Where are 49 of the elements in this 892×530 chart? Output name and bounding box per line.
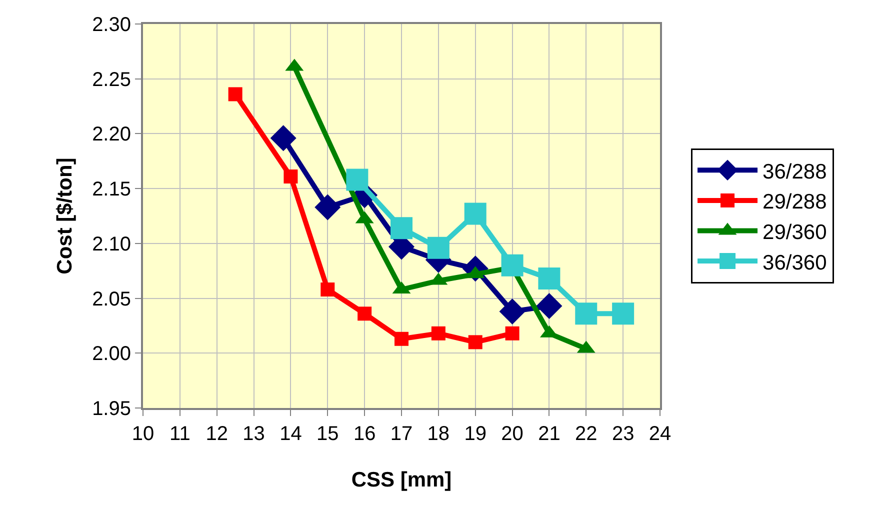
point <box>346 168 368 191</box>
y-tick-label: 1.95 <box>92 398 131 420</box>
legend-label: 36/360 <box>762 251 827 274</box>
x-tick-label: 22 <box>575 423 598 445</box>
y-axis-title: Cost [$/ton] <box>54 158 77 274</box>
y-tick-label: 2.25 <box>92 68 131 91</box>
point <box>501 254 524 276</box>
point <box>358 306 372 321</box>
point <box>284 170 298 184</box>
point <box>270 125 296 152</box>
point <box>431 326 446 340</box>
x-tick-label: 11 <box>170 423 190 445</box>
x-tick-label: 17 <box>390 423 413 445</box>
x-tick-label: 20 <box>501 423 524 445</box>
y-tick-label: 2.30 <box>92 14 131 36</box>
point <box>612 302 634 325</box>
point <box>499 298 526 324</box>
x-tick-label: 13 <box>242 423 265 445</box>
point <box>505 326 520 340</box>
x-tick-label: 21 <box>538 423 560 445</box>
y-tick-label: 2.00 <box>92 343 131 366</box>
y-tick-label: 2.10 <box>92 233 131 256</box>
y-tick-label: 2.15 <box>92 178 131 201</box>
point <box>468 335 482 350</box>
legend-label: 29/360 <box>762 220 827 244</box>
legend-label: 36/288 <box>762 160 827 184</box>
y-tick-label: 2.05 <box>92 288 131 310</box>
y-tick-label: 2.20 <box>92 124 131 146</box>
point <box>427 236 450 259</box>
x-tick-label: 18 <box>427 423 450 445</box>
x-tick-label: 10 <box>132 423 154 445</box>
point <box>390 217 412 240</box>
point <box>575 302 598 325</box>
legend-label: 29/288 <box>762 190 827 214</box>
x-tick-label: 19 <box>464 423 486 445</box>
point <box>320 282 335 297</box>
x-tick-label: 14 <box>280 423 302 445</box>
point <box>314 194 341 220</box>
point <box>538 268 560 290</box>
x-axis-title: CSS [mm] <box>351 468 452 492</box>
point <box>228 87 242 102</box>
point <box>536 292 562 319</box>
x-tick-label: 12 <box>206 423 228 445</box>
x-tick-label: 23 <box>612 423 634 445</box>
x-tick-label: 24 <box>648 423 672 445</box>
x-tick-label: 15 <box>316 423 339 445</box>
point <box>394 332 408 346</box>
point <box>464 202 486 225</box>
x-tick-label: 16 <box>353 423 376 445</box>
